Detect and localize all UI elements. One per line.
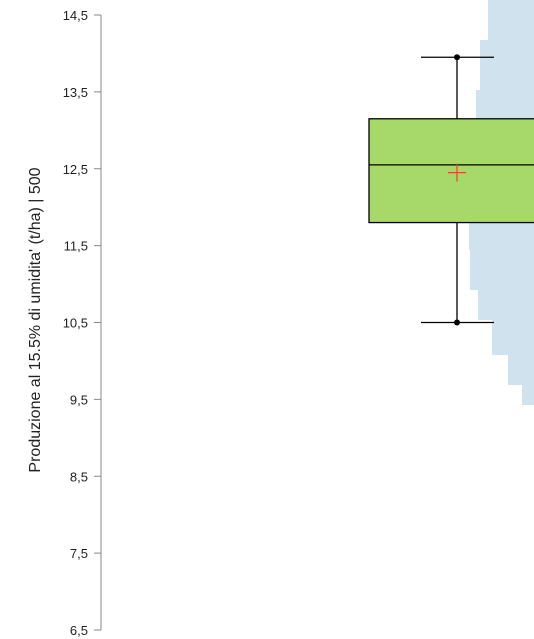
y-tick-label: 11,5 <box>64 239 88 254</box>
y-tick-label: 8,5 <box>70 469 88 484</box>
y-tick-label: 9,5 <box>70 392 88 407</box>
mean-marker <box>448 163 466 182</box>
y-tick-label: 12,5 <box>63 162 88 177</box>
y-tick-label: 6,5 <box>70 623 88 638</box>
y-tick-label: 14,5 <box>63 8 88 23</box>
min-point <box>454 319 460 326</box>
y-axis-title: Produzione al 15.5% di umidita' (t/ha) |… <box>27 167 44 472</box>
y-tick-label: 10,5 <box>63 316 88 331</box>
max-point <box>454 54 460 61</box>
y-tick-label: 13,5 <box>63 85 88 100</box>
y-tick-label: 7,5 <box>70 546 88 561</box>
interquartile-box <box>368 118 534 224</box>
